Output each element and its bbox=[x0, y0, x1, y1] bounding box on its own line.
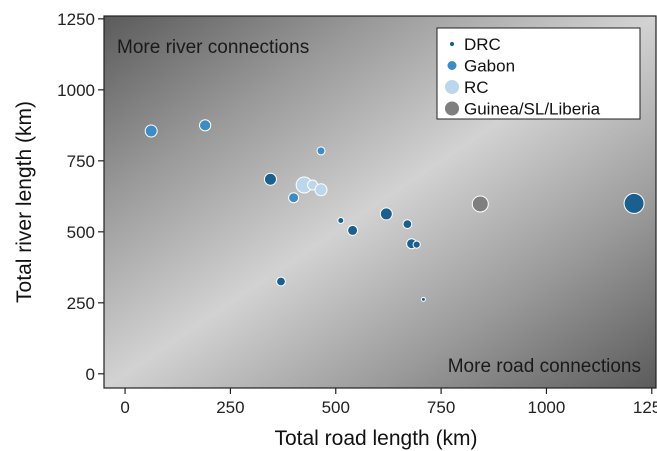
y-tick-label: 1000 bbox=[57, 81, 95, 100]
point-drc bbox=[420, 296, 426, 302]
point-drc bbox=[276, 276, 286, 287]
point-drc bbox=[402, 219, 413, 230]
x-tick-label: 0 bbox=[120, 398, 129, 417]
point-drc bbox=[412, 240, 421, 249]
y-axis-title: Total river length (km) bbox=[13, 101, 36, 303]
point-drc bbox=[337, 216, 345, 224]
point-guinea-sl-liberia bbox=[471, 195, 489, 213]
legend-box bbox=[436, 27, 641, 120]
y-tick-label: 500 bbox=[67, 223, 95, 242]
x-axis: 0 250 500 750 1000 1250 bbox=[120, 388, 657, 417]
data-points bbox=[144, 119, 645, 302]
legend: DRC Gabon RC Guinea/SL/Liberia bbox=[436, 27, 641, 120]
legend-label: RC bbox=[464, 78, 489, 97]
legend-marker bbox=[446, 60, 458, 71]
y-tick-label: 750 bbox=[67, 152, 95, 171]
legend-label: Guinea/SL/Liberia bbox=[464, 100, 601, 119]
legend-marker bbox=[448, 40, 456, 48]
point-drc bbox=[623, 192, 645, 214]
x-tick-label: 1250 bbox=[633, 398, 657, 417]
x-tick-label: 1000 bbox=[528, 398, 566, 417]
annotation-more-river: More river connections bbox=[117, 37, 309, 58]
legend-marker bbox=[444, 100, 460, 117]
x-tick-label: 500 bbox=[322, 398, 350, 417]
x-axis-title: Total road length (km) bbox=[274, 427, 477, 450]
y-axis: 0 250 500 750 1000 1250 bbox=[57, 10, 104, 384]
legend-label: Gabon bbox=[464, 57, 515, 76]
point-rc bbox=[314, 183, 328, 197]
legend-label: DRC bbox=[464, 35, 501, 54]
x-tick-label: 250 bbox=[216, 398, 244, 417]
point-gabon bbox=[199, 119, 212, 132]
point-gabon bbox=[144, 124, 158, 138]
y-tick-label: 250 bbox=[67, 294, 95, 313]
y-tick-label: 0 bbox=[86, 365, 95, 384]
plot-frame bbox=[103, 15, 657, 389]
point-gabon bbox=[288, 192, 300, 204]
point-drc bbox=[263, 172, 277, 186]
point-drc bbox=[347, 224, 359, 236]
y-tick-label: 1250 bbox=[57, 10, 95, 29]
legend-marker bbox=[444, 79, 460, 95]
point-drc bbox=[379, 207, 393, 221]
x-tick-label: 750 bbox=[427, 398, 455, 417]
point-gabon bbox=[316, 146, 326, 156]
annotation-more-road: More road connections bbox=[448, 356, 641, 377]
